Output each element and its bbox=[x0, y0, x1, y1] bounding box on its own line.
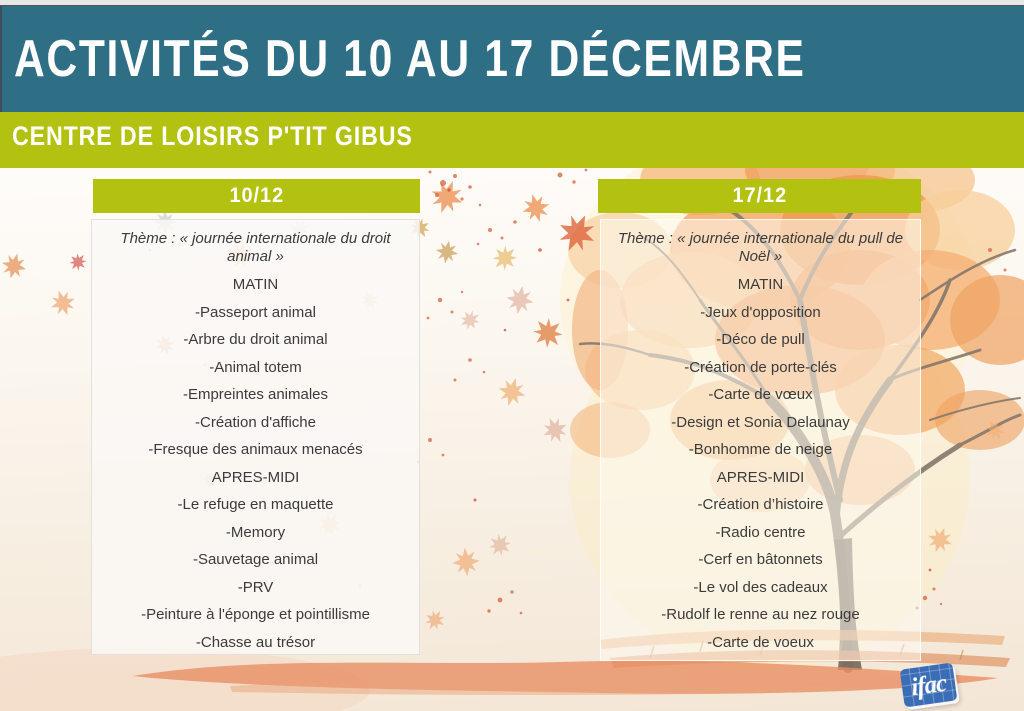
day-date-label: 17/12 bbox=[732, 184, 787, 207]
activity-item: -Création d'affiche bbox=[195, 413, 316, 431]
subtitle-band: CENTRE DE LOISIRS P'TIT GIBUS bbox=[0, 112, 1024, 168]
ifac-logo-text: ifac bbox=[909, 669, 948, 701]
activity-item: -Design et Sonia Delaunay bbox=[671, 413, 850, 431]
title-band: ACTIVITÉS DU 10 AU 17 DÉCEMBRE bbox=[0, 6, 1024, 112]
activity-item: -Sauvetage animal bbox=[192, 551, 319, 568]
activity-item: MATIN bbox=[737, 276, 784, 293]
activity-item: -Création d’histoire bbox=[697, 496, 824, 513]
activity-item: -PRV bbox=[237, 578, 274, 596]
activity-item: -Fresque des animaux menacés bbox=[148, 441, 363, 458]
activity-item: -Radio centre bbox=[715, 523, 806, 541]
theme-text: Thème : « journée internationale du pull… bbox=[617, 230, 904, 265]
activity-item: -Cerf en bâtonnets bbox=[698, 551, 823, 568]
activity-item: -Rudolf le renne au nez rouge bbox=[661, 606, 860, 623]
activity-item: -Jeux d'opposition bbox=[700, 303, 821, 321]
window-top-strip bbox=[0, 0, 1024, 6]
activity-item: -Empreintes animales bbox=[182, 386, 329, 403]
activity-item: -Memory bbox=[225, 523, 286, 541]
activity-item: -Bonhomme de neige bbox=[688, 441, 833, 458]
activity-item: -Le refuge en maquette bbox=[177, 496, 334, 513]
page-title: ACTIVITÉS DU 10 AU 17 DÉCEMBRE bbox=[14, 30, 806, 88]
activity-item: -Déco de pull bbox=[716, 331, 805, 348]
day-date-label: 10/12 bbox=[229, 184, 284, 207]
activity-item: -Le vol des cadeaux bbox=[693, 578, 828, 596]
day-header-17-12: 17/12 bbox=[598, 179, 921, 213]
ifac-logo: ifac bbox=[899, 662, 958, 708]
day-panel-17-12: Thème : « journée internationale du pull… bbox=[600, 219, 921, 661]
activity-item: -Chasse au trésor bbox=[195, 633, 316, 651]
day-header-10-12: 10/12 bbox=[93, 179, 420, 213]
activity-item: -Carte de vœux bbox=[708, 386, 813, 403]
activity-item: -Animal totem bbox=[209, 358, 302, 376]
activity-item: -Arbre du droit animal bbox=[183, 331, 328, 348]
activity-item: -Carte de voeux bbox=[707, 633, 814, 651]
center-name: CENTRE DE LOISIRS P'TIT GIBUS bbox=[12, 121, 413, 151]
activity-item: MATIN bbox=[232, 276, 279, 293]
day-panel-10-12: Thème : « journée internationale du droi… bbox=[91, 219, 420, 655]
activity-item: -Création de porte-clés bbox=[684, 358, 837, 376]
activity-item: APRES-MIDI bbox=[716, 468, 805, 486]
activity-item: -Peinture à l'éponge et pointillisme bbox=[141, 606, 370, 623]
activity-item: APRES-MIDI bbox=[211, 468, 300, 486]
activity-item: -Passeport animal bbox=[195, 303, 316, 321]
theme-text: Thème : « journée internationale du droi… bbox=[120, 230, 391, 265]
